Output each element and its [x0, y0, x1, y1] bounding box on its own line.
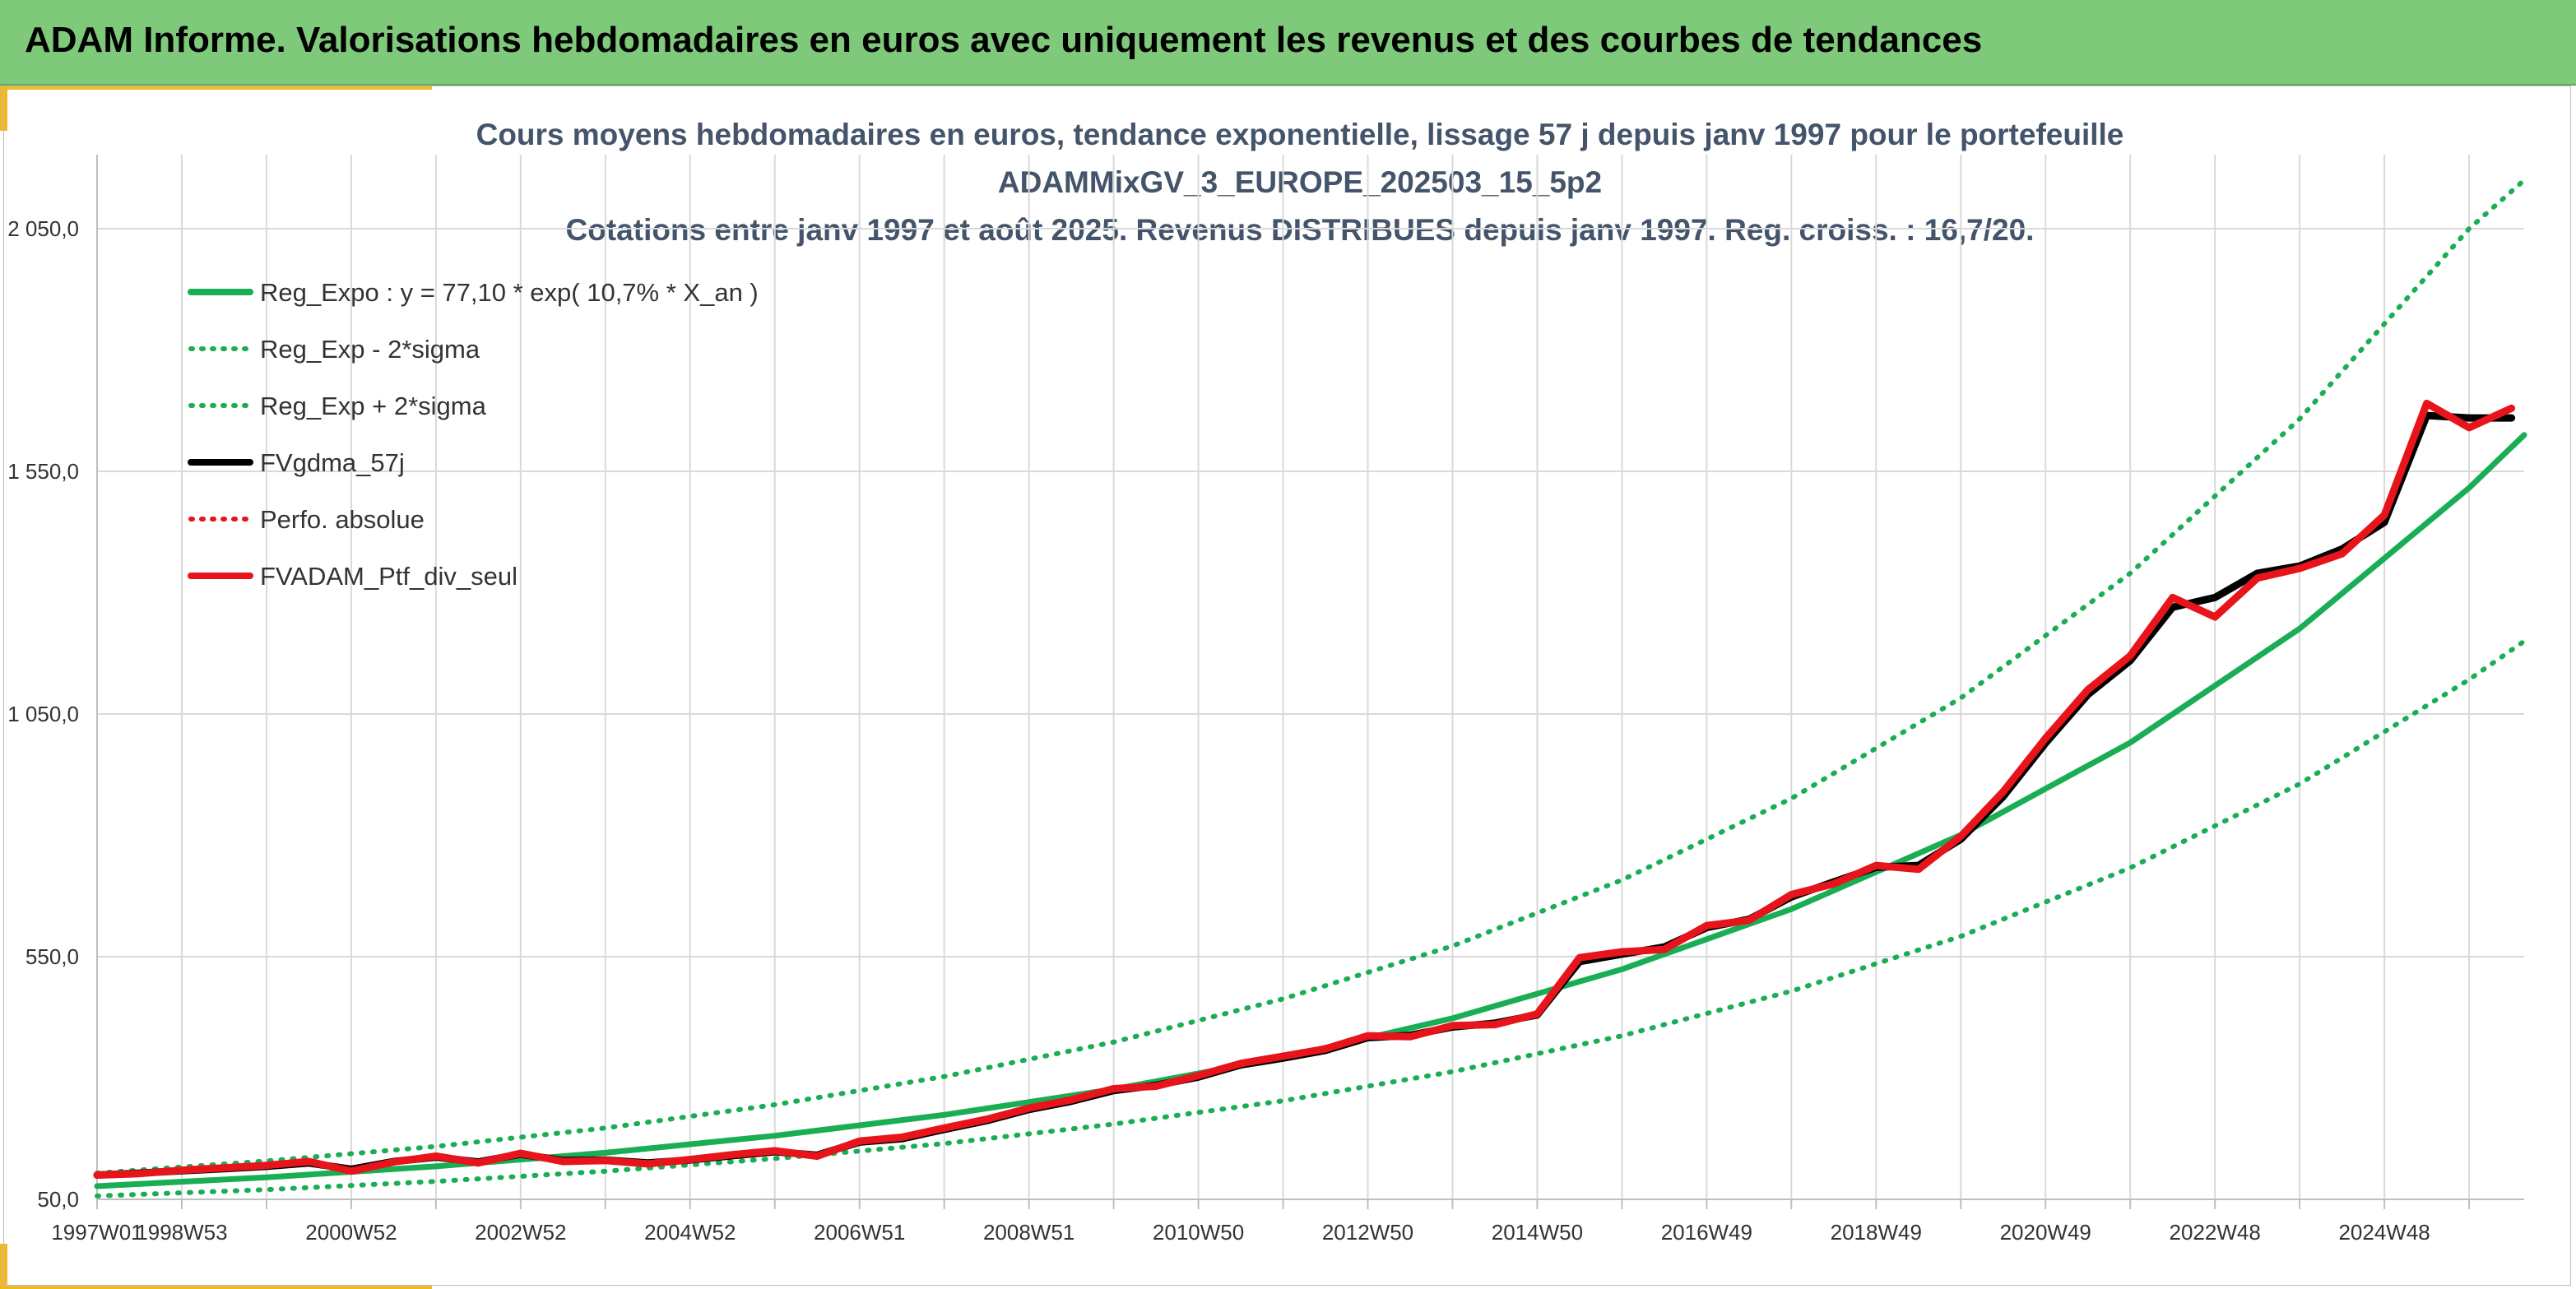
chart-grid [97, 155, 2524, 1199]
legend-label: Reg_Expo : y = 77,10 * exp( 10,7% * X_an… [260, 278, 759, 307]
series-line-1 [94, 432, 2527, 1189]
chart-title-line-3: Cotations entre janv 1997 et août 2025. … [566, 213, 2035, 247]
x-tick-label: 2000W52 [305, 1220, 397, 1245]
series-line-5 [93, 399, 2516, 1179]
series-line-2 [95, 638, 2527, 1199]
chart-frame [3, 86, 2571, 1286]
x-tick-label: 2004W52 [644, 1220, 736, 1245]
legend-label: Reg_Exp - 2*sigma [260, 335, 480, 364]
chart-title-line-1: Cours moyens hebdomadaires en euros, ten… [476, 118, 2124, 151]
legend-label: Perfo. absolue [260, 505, 425, 534]
legend-label: Reg_Exp + 2*sigma [260, 392, 487, 420]
x-tick-label: 2008W51 [983, 1220, 1074, 1245]
x-tick-label: 1997W01 [51, 1220, 142, 1245]
x-tick-label: 2022W48 [2170, 1220, 2261, 1245]
x-tick-label: 2002W52 [475, 1220, 566, 1245]
x-tick-label: 2024W48 [2338, 1220, 2430, 1245]
x-tick-label: 2016W49 [1661, 1220, 1752, 1245]
header-bar: ADAM Informe. Valorisations hebdomadaire… [0, 0, 2576, 86]
accent-corner-bottom [0, 1285, 432, 1289]
chart-axes: 50,0 550,0 1 050,0 1 550,0 2 050,0 1997W01199… [7, 155, 2524, 1245]
x-tick-label: 1998W53 [136, 1220, 227, 1245]
y-tick-label: 550,0 [26, 944, 79, 969]
x-tick-label: 2010W50 [1153, 1220, 1244, 1245]
chart-title: Cours moyens hebdomadaires en euros, ten… [476, 118, 2124, 247]
accent-corner-top [0, 86, 432, 90]
legend-label: FVgdma_57j [260, 448, 405, 477]
y-tick-label: 1 050,0 [7, 702, 79, 726]
y-tick-label: 1 550,0 [7, 459, 79, 484]
x-tick-label: 2020W49 [2000, 1220, 2091, 1245]
x-tick-label: 2012W50 [1322, 1220, 1413, 1245]
page-title: ADAM Informe. Valorisations hebdomadaire… [25, 20, 1983, 60]
x-tick-label: 2006W51 [814, 1220, 905, 1245]
chart-legend: Reg_Expo : y = 77,10 * exp( 10,7% * X_an… [188, 278, 759, 591]
x-tick-label: 2018W49 [1831, 1220, 1922, 1245]
series-line-3 [95, 178, 2527, 1176]
y-tick-label: 2 050,0 [7, 216, 79, 241]
x-tick-label: 2014W50 [1492, 1220, 1583, 1245]
legend-label: FVADAM_Ptf_div_seul [260, 562, 518, 591]
chart-series [93, 178, 2527, 1199]
chart-title-line-2: ADAMMixGV_3_EUROPE_202503_15_5p2 [998, 165, 1602, 199]
series-line-4 [93, 411, 2516, 1179]
y-tick-label: 50,0 [37, 1187, 79, 1212]
